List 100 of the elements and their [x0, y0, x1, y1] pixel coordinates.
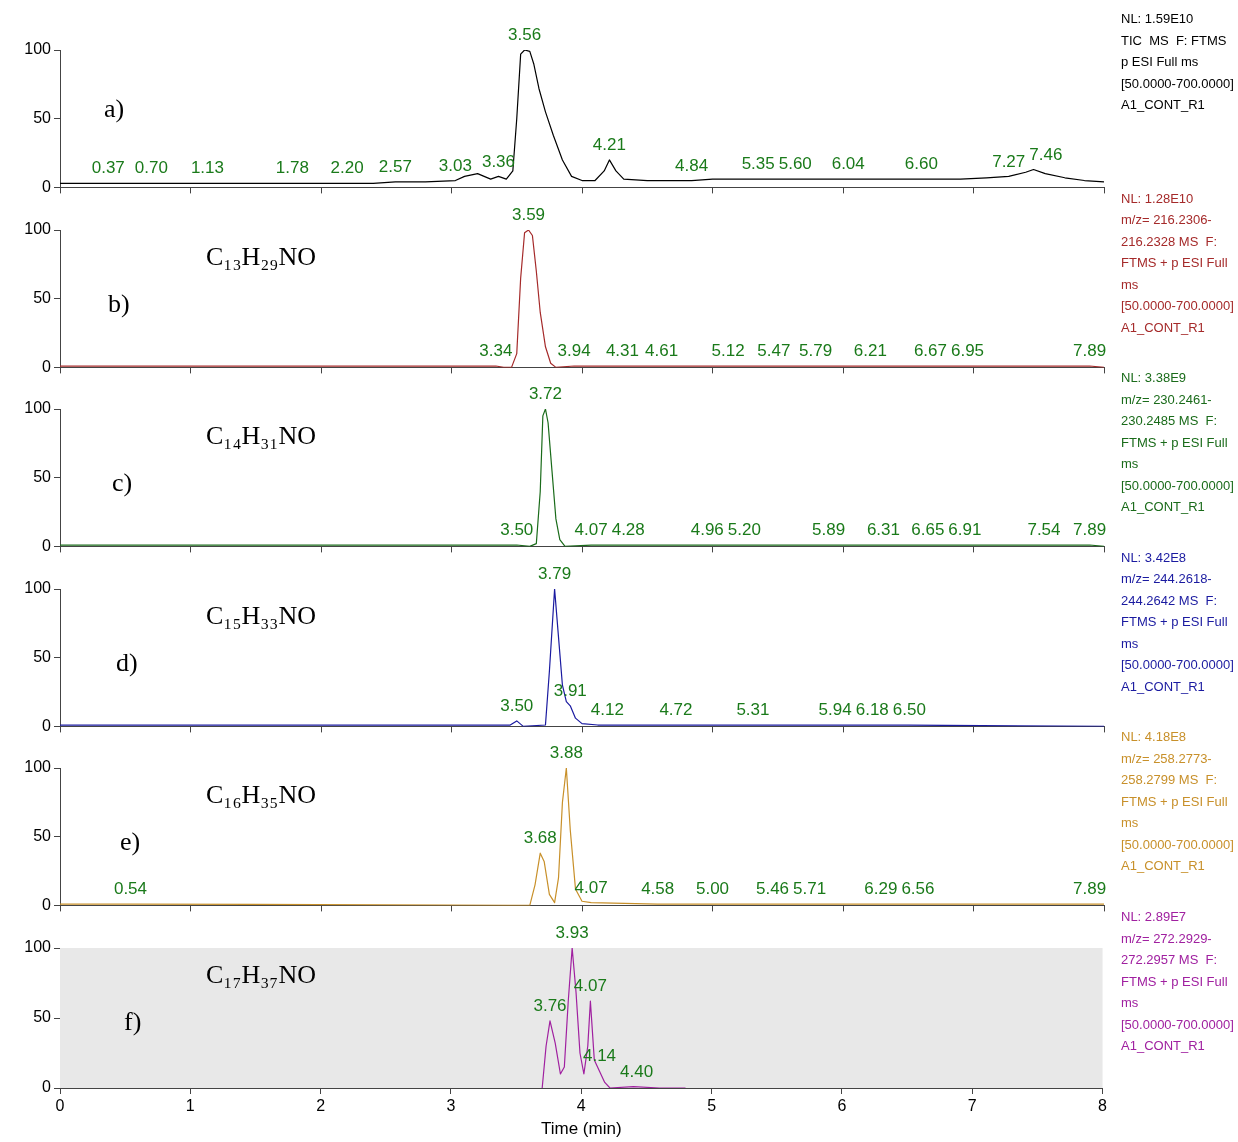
text: NL: 3.38E9: [1121, 369, 1188, 388]
annotation: 3.94: [557, 340, 591, 360]
annotation: 6.67: [913, 340, 947, 360]
annotation: 2.57: [378, 157, 412, 177]
annotation: 3.56: [508, 25, 542, 45]
annotation: 6.56: [901, 879, 935, 899]
annotation: 4.58: [641, 879, 675, 899]
annotation: 7.54: [1027, 520, 1061, 540]
text: 216.2328 MS F:: [1121, 232, 1219, 251]
text: NL: 3.42E8: [1121, 548, 1188, 567]
annotation: 3.50: [500, 695, 534, 715]
annotation: 5.12: [711, 340, 745, 360]
annotation: 3.03: [438, 155, 472, 175]
text: NL: 4.18E8: [1121, 728, 1188, 747]
y-tick-label: 100: [24, 220, 52, 237]
y-tick-label: 0: [42, 177, 52, 195]
text: ms: [1121, 455, 1140, 474]
text: FTMS + p ESI Full: [1121, 254, 1229, 273]
chart-subtitle: C₁₅H₃₃NO: [206, 600, 316, 630]
x-tick-label: 2: [316, 1097, 326, 1115]
annotation: 5.46: [755, 879, 790, 899]
y-tick-label: 50: [33, 1008, 52, 1026]
text: f): [124, 1006, 142, 1036]
y-tick-label: 100: [24, 40, 52, 58]
y-tick-label: 100: [24, 758, 52, 776]
text: [50.0000-700.0000]: [1121, 74, 1234, 93]
annotation: 3.76: [533, 995, 567, 1015]
annotation: 1.13: [190, 158, 225, 178]
annotation: 3.34: [479, 340, 513, 360]
annotation: 6.21: [853, 340, 887, 360]
annotation: 4.72: [659, 700, 693, 720]
x-tick-label: 1: [185, 1097, 195, 1115]
annotation: 6.18: [855, 700, 889, 720]
annotation: 5.79: [799, 340, 833, 360]
y-tick-label: 0: [42, 1078, 52, 1096]
text: b): [108, 288, 130, 318]
text: [50.0000-700.0000]: [1121, 656, 1234, 675]
annotation: 7.27: [992, 151, 1026, 171]
text: d): [116, 647, 138, 677]
annotation: 6.95: [950, 340, 985, 360]
annotation: 3.68: [523, 828, 557, 848]
chart-subtitle: C₁₇H₃₇NO: [206, 959, 316, 989]
text: NL: 1.59E10: [1121, 10, 1195, 28]
text: e): [120, 827, 141, 857]
annotation: 3.88: [549, 743, 583, 763]
x-tick-label: 3: [446, 1097, 456, 1115]
x-tick-label: 0: [55, 1097, 65, 1115]
annotation: 5.60: [778, 154, 812, 174]
annotation: 3.59: [511, 204, 546, 224]
annotation: 3.72: [528, 384, 563, 404]
text: A1_CONT_R1: [1121, 96, 1206, 114]
text: m/z= 244.2618-: [1121, 570, 1213, 589]
annotation: 5.35: [741, 154, 775, 174]
annotation: 1.78: [275, 158, 309, 178]
annotation: 5.94: [818, 700, 852, 720]
chart-subtitle: C₁₃H₂₉NO: [206, 241, 316, 271]
y-tick-label: 50: [33, 468, 52, 486]
y-tick-label: 100: [24, 399, 52, 417]
text: FTMS + p ESI Full: [1121, 972, 1229, 991]
text: ms: [1121, 994, 1140, 1012]
text: [50.0000-700.0000]: [1121, 1015, 1234, 1034]
text: a): [104, 93, 125, 123]
y-tick-label: 0: [42, 357, 52, 375]
annotation: 5.31: [736, 700, 770, 720]
text: FTMS + p ESI Full: [1121, 613, 1229, 632]
annotation: 4.12: [590, 700, 624, 720]
text: ms: [1121, 275, 1140, 294]
text: p ESI Full ms: [1121, 53, 1200, 71]
text: m/z= 230.2461-: [1121, 390, 1213, 409]
y-tick-label: 50: [33, 288, 52, 306]
annotation: 6.50: [892, 700, 926, 720]
text: FTMS + p ESI Full: [1121, 433, 1229, 452]
x-tick-label: 7: [967, 1097, 977, 1115]
annotation: 4.61: [645, 340, 679, 360]
y-tick-label: 0: [42, 896, 52, 914]
text: TIC MS F: FTMS: [1121, 31, 1228, 50]
x-axis-title: Time (min): [540, 1119, 622, 1139]
text: NL: 2.89E7: [1121, 908, 1188, 926]
text: A1_CONT_R1: [1121, 498, 1206, 517]
text: 272.2957 MS F:: [1121, 951, 1219, 969]
y-tick-label: 50: [33, 827, 52, 845]
annotation: 5.89: [812, 520, 846, 540]
annotation: 5.71: [793, 879, 827, 899]
annotation: 6.29: [864, 879, 898, 899]
annotation: 6.60: [904, 154, 938, 174]
annotation: 7.89: [1073, 520, 1107, 540]
annotation: 4.21: [592, 135, 626, 155]
y-tick-label: 50: [33, 647, 52, 665]
text: [50.0000-700.0000]: [1121, 476, 1234, 495]
annotation: 4.96: [690, 520, 724, 540]
text: NL: 1.28E10: [1121, 189, 1195, 208]
annotation: 0.54: [113, 879, 148, 899]
x-tick-label: 6: [837, 1097, 847, 1115]
text: A1_CONT_R1: [1121, 857, 1206, 876]
chart-subtitle: C₁₄H₃₁NO: [206, 421, 316, 451]
annotation: 4.40: [620, 1061, 654, 1081]
y-tick-label: 0: [42, 716, 52, 734]
annotation: 3.79: [538, 563, 572, 583]
annotation: 7.89: [1073, 340, 1107, 360]
annotation: 5.47: [757, 340, 791, 360]
